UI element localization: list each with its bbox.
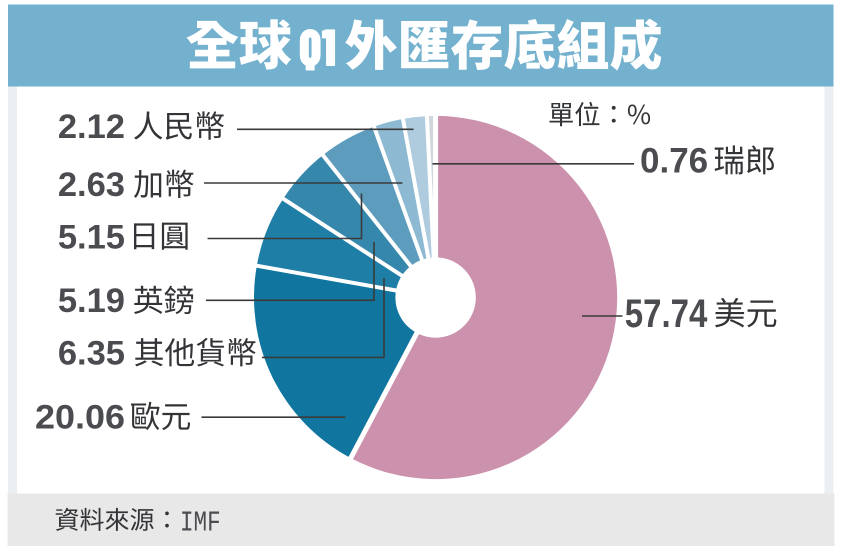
svg-text:20.06: 20.06 bbox=[35, 398, 125, 436]
svg-text:IMF: IMF bbox=[180, 506, 221, 539]
svg-text:57.74: 57.74 bbox=[625, 292, 708, 336]
svg-text:0.76: 0.76 bbox=[640, 141, 708, 180]
svg-text:6.35: 6.35 bbox=[58, 334, 125, 372]
svg-text:5.15: 5.15 bbox=[58, 219, 125, 257]
svg-text:2.63: 2.63 bbox=[58, 166, 125, 204]
svg-text:5.19: 5.19 bbox=[58, 282, 125, 320]
svg-text:2.12: 2.12 bbox=[58, 108, 125, 146]
